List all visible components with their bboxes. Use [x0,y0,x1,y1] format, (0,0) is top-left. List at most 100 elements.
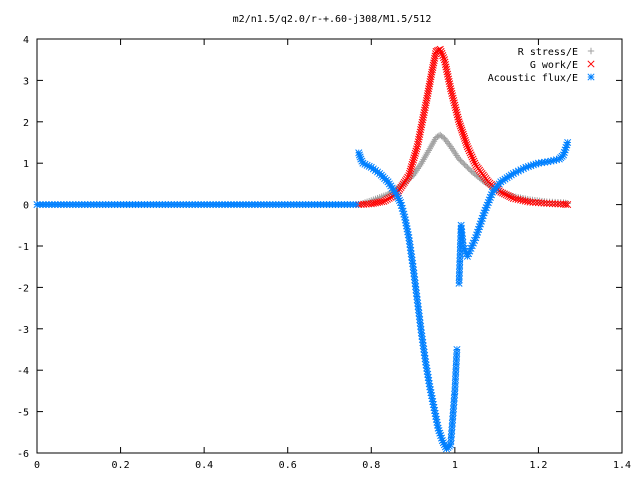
data-point [564,138,572,147]
x-tick-label: 0.2 [112,460,130,471]
x-tick-label: 1.4 [613,460,631,471]
data-point [413,145,421,153]
data-point [452,106,460,114]
data-point [412,147,420,155]
data-point [508,193,516,202]
data-point [458,158,466,166]
data-point [499,189,507,197]
data-point [453,111,461,119]
data-point [409,158,417,166]
data-point [367,200,375,208]
y-tick-label: -3 [17,325,29,336]
data-point [376,198,384,206]
data-point [387,193,395,201]
data-point [380,197,388,205]
data-point [526,198,534,206]
data-point [454,115,462,123]
data-point [457,157,464,164]
y-tick-label: -6 [17,449,29,460]
data-point [551,200,559,208]
y-tick-label: -2 [17,283,29,294]
data-point [462,138,470,147]
data-point [529,198,537,206]
data-point [450,99,458,107]
data-point [497,178,505,186]
data-point [453,345,461,354]
data-point [447,85,455,93]
data-point [543,199,551,207]
x-tick-label: 0.8 [362,460,380,471]
data-point [450,96,458,105]
axis-ticks: 0 0.2 0.4 0.6 0.8 1 1.2 1.4 4 3 2 1 0 -1 -2 -3 -4 -5 -6 [17,35,631,471]
data-point [532,198,540,207]
data-point [407,163,416,171]
data-point [462,162,470,170]
data-point [534,199,542,207]
data-point [465,147,473,155]
series-layer [33,45,572,453]
data-point [378,198,386,206]
chart-title: m2/n1.5/q2.0/r-+.60-j308/M1.5/512 [233,14,432,25]
data-point [458,128,467,136]
data-point [504,192,512,200]
data-point [405,172,413,180]
data-point [456,120,464,128]
data-point [352,201,360,209]
legend-label: R stress/E [518,47,578,58]
data-point [459,130,467,138]
data-point [471,159,479,167]
data-point [407,165,415,173]
data-point [464,145,472,153]
legend-marker [587,60,595,68]
y-tick-label: 2 [23,118,29,129]
data-point [448,92,457,100]
legend: R stress/E G work/E Acoustic flux/E [488,47,595,84]
data-point [466,149,474,157]
data-point [540,199,548,207]
data-point [451,104,460,112]
data-point [454,113,462,121]
data-point [409,156,417,164]
series-g-work-e [355,45,572,209]
x-tick-label: 0.4 [195,460,213,471]
data-point [465,165,472,172]
data-point [406,167,414,175]
data-point [451,101,459,109]
data-point [564,200,571,207]
y-tick-label: 3 [23,76,29,87]
data-point [453,108,461,116]
data-point [382,196,390,204]
data-point [460,132,468,140]
data-point [537,199,545,207]
data-point [506,193,514,201]
y-tick-label: 4 [23,35,29,46]
data-point [497,188,505,196]
data-point [463,141,471,149]
x-tick-label: 1.2 [529,460,547,471]
x-tick-label: 0.6 [279,460,297,471]
data-point [369,199,377,207]
data-point [461,134,469,142]
data-point [463,143,471,151]
data-point [456,122,464,130]
data-point [458,126,466,134]
data-point [562,200,570,208]
data-point [461,136,469,144]
data-point [410,154,418,162]
data-point [414,302,422,310]
legend-label: G work/E [530,60,578,71]
y-tick-label: -1 [17,242,29,253]
data-point [411,152,419,160]
data-point [408,160,416,169]
data-point [500,190,508,198]
data-point [548,200,556,208]
data-point [438,49,446,58]
data-point [439,52,447,60]
data-point [468,153,476,161]
data-point [448,89,456,97]
legend-marker [587,73,595,81]
data-point [440,54,448,62]
x-tick-label: 0 [34,460,40,471]
data-point [546,199,554,208]
